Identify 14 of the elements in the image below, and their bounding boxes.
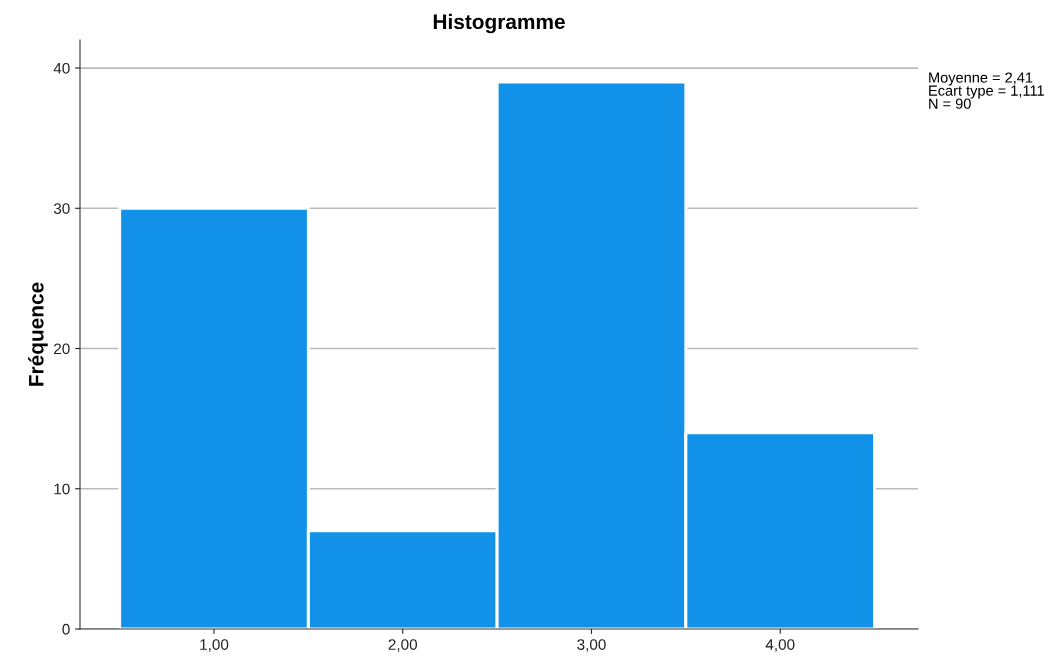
text: Moyenne = 2,41	[929, 72, 1033, 86]
y-tick-label: 10	[54, 483, 70, 495]
x-tick-label: 3,00	[577, 639, 606, 652]
y-tick-label: 30	[53, 203, 70, 214]
x-tick-label: 2,00	[388, 639, 418, 652]
y-tick-label: 20	[54, 343, 70, 355]
text: Ecart type = 1,111	[929, 85, 1044, 99]
x-tick-label: 4,00	[765, 639, 795, 652]
x-tick-label: 1,00	[200, 639, 229, 652]
chart-title: Histogramme	[433, 13, 565, 34]
y-axis-title: Fréquence	[28, 282, 48, 386]
y-tick-label: 0	[62, 623, 70, 635]
y-tick-label: 40	[53, 62, 70, 74]
text: N = 90	[929, 98, 971, 109]
